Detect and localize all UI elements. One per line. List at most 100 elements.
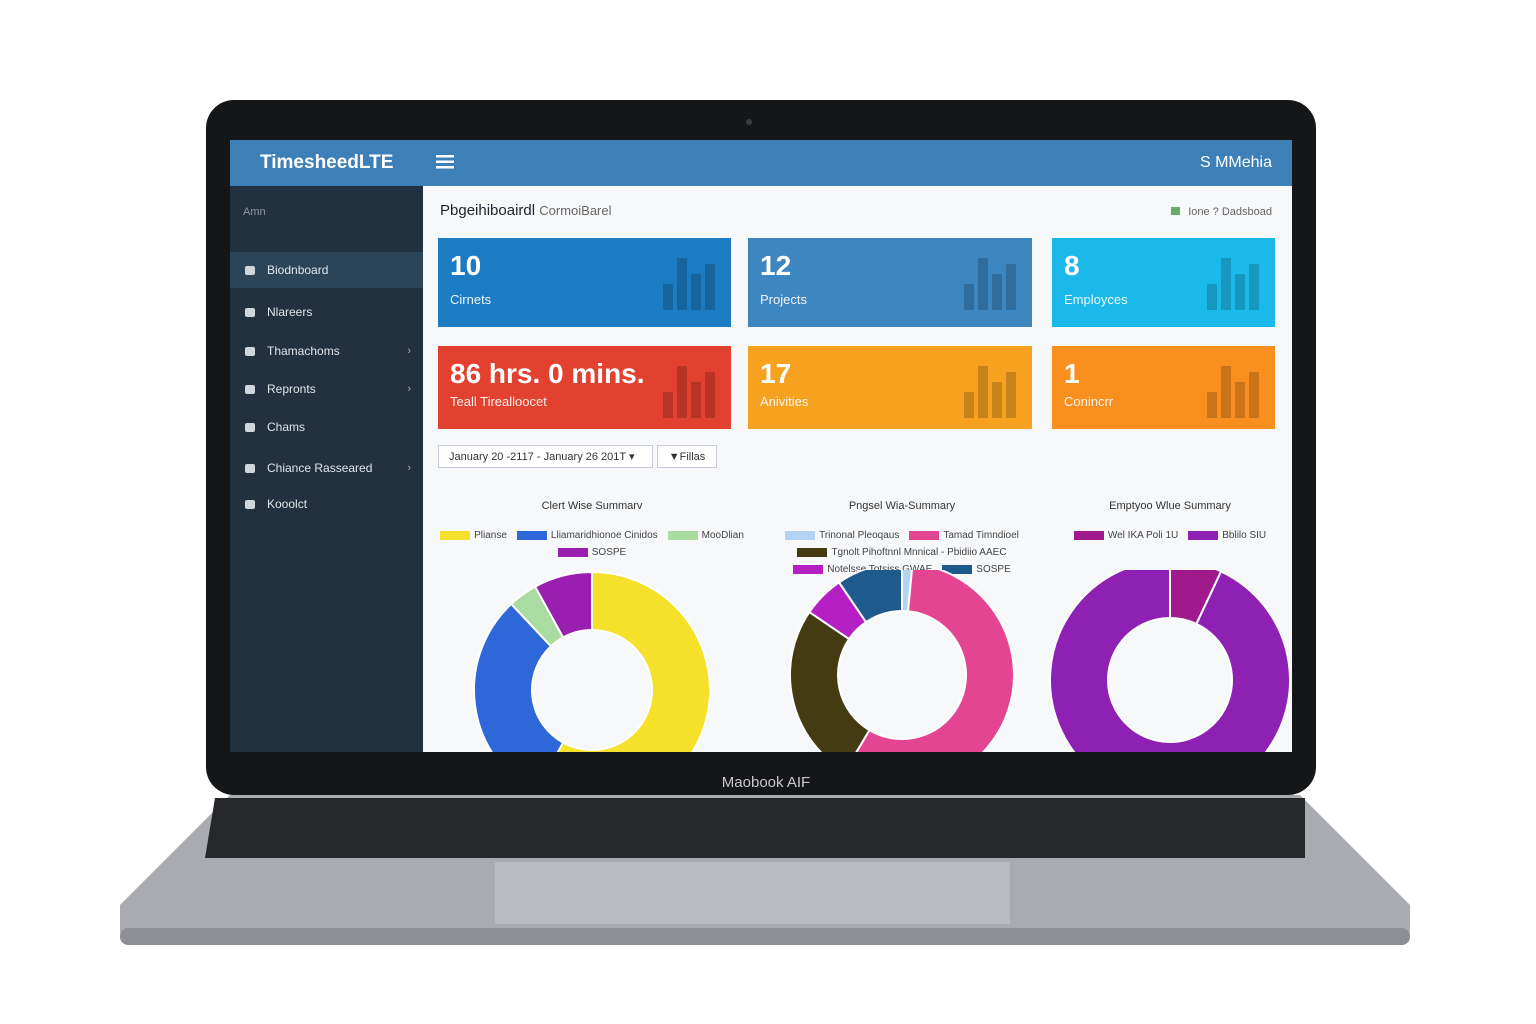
legend-label: Wel IKA Poli 1U bbox=[1107, 530, 1179, 541]
stat-box[interactable]: 86 hrs. 0 mins. Teall Tirealloocet bbox=[438, 346, 731, 429]
stat-box[interactable]: 17 Anivities bbox=[748, 346, 1032, 429]
chevron: › bbox=[407, 462, 411, 474]
legend-label: SOSPE bbox=[591, 547, 627, 558]
legend-item[interactable]: Tgnolt Pihoftnnl Mnnical - Pbidiio AAEC bbox=[797, 547, 1007, 558]
legend: Wel IKA Poli 1U Bblilo SIU bbox=[1040, 530, 1292, 541]
stat-label: Teall Tirealloocet bbox=[450, 394, 547, 409]
icon-bar bbox=[1006, 264, 1016, 310]
stat-value: 10 bbox=[450, 250, 482, 281]
page-title: Pbgeihiboairdl CormoiBarel bbox=[440, 202, 612, 219]
stat-icon bbox=[663, 366, 715, 418]
donut bbox=[789, 570, 1015, 752]
breadcrumb[interactable]: Ione ? Dadsboad bbox=[1171, 206, 1272, 218]
sidebar-item[interactable]: Chams bbox=[230, 409, 423, 445]
sidebar-item[interactable]: Biodnboard bbox=[230, 252, 423, 288]
stat-icon bbox=[1207, 258, 1259, 310]
legend-item[interactable]: Trinonal Pleoqaus bbox=[785, 530, 899, 541]
item-label: Repronts bbox=[267, 382, 316, 396]
brand[interactable]: TimesheedLTE bbox=[260, 152, 394, 173]
stat-value: 1 bbox=[1064, 358, 1080, 389]
donut-slice[interactable] bbox=[837, 570, 903, 624]
stat-icon bbox=[964, 258, 1016, 310]
sidebar-item[interactable]: Kooolct bbox=[230, 486, 423, 522]
camera bbox=[746, 119, 752, 125]
legend-label: Bblilo SIU bbox=[1222, 530, 1267, 541]
legend-item[interactable]: Wel IKA Poli 1U bbox=[1073, 530, 1179, 541]
stat-label: Cirnets bbox=[450, 292, 492, 307]
icon-bar bbox=[964, 284, 974, 310]
chart: Pngsel Wia-Summary Trinonal Pleoqaus Tamad… bbox=[742, 500, 1062, 752]
sidebar-item[interactable]: Repronts › bbox=[230, 371, 423, 407]
legend: Trinonal Pleoqaus Tamad Timndioel Tgnolt P… bbox=[742, 530, 1062, 575]
screen: TimesheedLTE S MMehia Amn Biodnboard Nlar… bbox=[230, 140, 1292, 752]
legend-item[interactable]: SOSPE bbox=[942, 564, 1011, 575]
stat-value: 17 bbox=[760, 358, 792, 389]
sidebar-item[interactable]: Thamachoms › bbox=[230, 333, 423, 369]
item-label: Biodnboard bbox=[267, 263, 329, 277]
legend-label: Tgnolt Pihoftnnl Mnnical - Pbidiio AAEC bbox=[831, 547, 1007, 558]
legend-swatch bbox=[909, 530, 940, 540]
legend-item[interactable]: Plianse bbox=[440, 530, 507, 541]
legend-item[interactable]: Bblilo SIU bbox=[1188, 530, 1266, 541]
donut-slice[interactable] bbox=[473, 602, 565, 752]
donut-slice[interactable] bbox=[535, 570, 711, 752]
item-label: Chams bbox=[267, 420, 306, 434]
item-icon bbox=[245, 384, 255, 394]
sidebar-heading: Amn bbox=[243, 206, 266, 218]
chart-title: Emptyoo Wlue Summary bbox=[1109, 500, 1231, 512]
filter-button[interactable]: ▼Fillas bbox=[657, 445, 717, 468]
legend-swatch bbox=[667, 530, 698, 540]
icon-bar bbox=[1249, 372, 1259, 418]
legend-swatch bbox=[785, 530, 816, 540]
icon-bar bbox=[705, 372, 715, 418]
stat-icon bbox=[964, 366, 1016, 418]
sidebar-item[interactable]: Nlareers bbox=[230, 294, 423, 330]
item-label: Nlareers bbox=[267, 305, 313, 319]
donut-slice[interactable] bbox=[1049, 570, 1291, 752]
icon-bar bbox=[677, 366, 687, 418]
legend-label: Tamad Timndioel bbox=[943, 530, 1019, 541]
chart: Clert Wise Summarv Plianse Lliamaridhionoe… bbox=[430, 500, 754, 752]
item-icon bbox=[245, 499, 255, 509]
stat-value: 8 bbox=[1064, 250, 1080, 281]
legend-label: Plianse bbox=[474, 530, 507, 541]
icon-bar bbox=[964, 392, 974, 418]
legend-item[interactable]: MooDlian bbox=[667, 530, 744, 541]
stat-box[interactable]: 12 Projects bbox=[748, 238, 1032, 327]
item-icon bbox=[245, 307, 255, 317]
chevron: › bbox=[407, 345, 411, 357]
stat-label: Anivities bbox=[760, 394, 809, 409]
legend-item[interactable]: SOSPE bbox=[557, 547, 627, 558]
donut-slice[interactable] bbox=[789, 610, 871, 752]
legend-swatch bbox=[942, 564, 973, 574]
date-range[interactable]: January 20 -2117 - January 26 201T ▾ bbox=[438, 445, 653, 468]
icon-bar bbox=[1235, 274, 1245, 310]
legend-swatch bbox=[1188, 530, 1219, 540]
stat-box[interactable]: 10 Cirnets bbox=[438, 238, 731, 327]
item-icon bbox=[245, 346, 255, 356]
icon-bar bbox=[978, 258, 988, 310]
item-label: Kooolct bbox=[267, 497, 308, 511]
donut-slice[interactable] bbox=[533, 570, 593, 639]
sidebar-item[interactable]: Chiance Rasseared › bbox=[230, 450, 423, 486]
user-name[interactable]: S MMehia bbox=[1199, 154, 1272, 171]
legend-item[interactable]: Tamad Timndioel bbox=[909, 530, 1019, 541]
menu-toggle[interactable] bbox=[436, 155, 454, 169]
icon-bar bbox=[978, 366, 988, 418]
legend-label: Lliamaridhionoe Cinidos bbox=[550, 530, 658, 541]
stat-box[interactable]: 1 Conincrr bbox=[1052, 346, 1275, 429]
item-icon bbox=[245, 463, 255, 473]
donut-slice[interactable] bbox=[845, 570, 1015, 752]
legend-label: Trinonal Pleoqaus bbox=[819, 530, 900, 541]
breadcrumb-text: Ione ? Dadsboad bbox=[1188, 206, 1272, 218]
legend-label: MooDlian bbox=[701, 530, 744, 541]
chevron: › bbox=[407, 383, 411, 395]
home-icon bbox=[1171, 207, 1181, 215]
stat-box[interactable]: 8 Employces bbox=[1052, 238, 1275, 327]
donut bbox=[1049, 570, 1291, 752]
legend-swatch bbox=[557, 547, 588, 557]
legend-item[interactable]: Lliamaridhionoe Cinidos bbox=[516, 530, 658, 541]
chart-title: Clert Wise Summarv bbox=[541, 500, 643, 512]
item-icon bbox=[245, 265, 255, 275]
legend-swatch bbox=[440, 530, 471, 540]
